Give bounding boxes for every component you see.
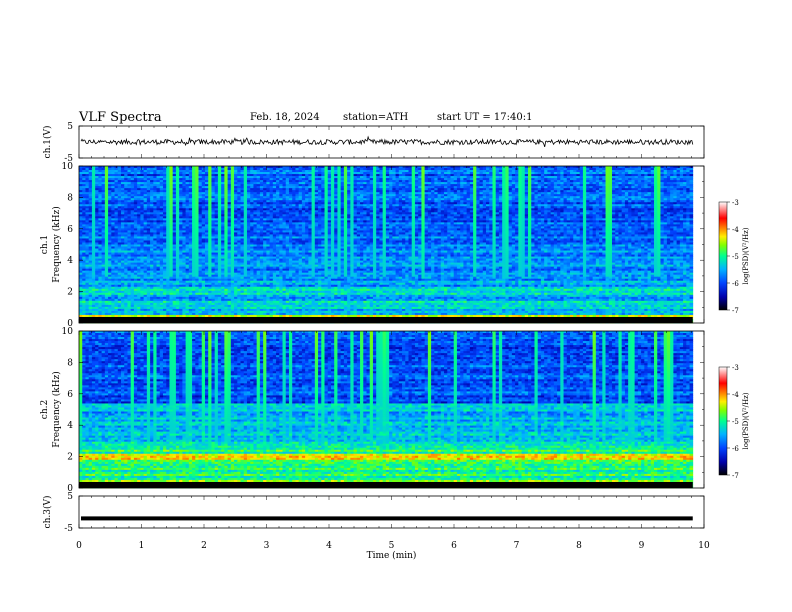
waveform-trace-ch3: [81, 516, 693, 521]
x-tick-label: 2: [201, 541, 207, 551]
x-tick-label: 8: [576, 541, 582, 551]
colorbar-tick-label: -6: [732, 445, 739, 453]
x-tick-label: 10: [698, 541, 710, 551]
colorbar-tick-label: -3: [732, 199, 739, 207]
y-tick-label: 6: [67, 390, 73, 400]
y-tick-label: 0: [67, 319, 73, 329]
y-tick-label: 10: [62, 162, 74, 172]
station-label: station=ATH: [343, 112, 408, 123]
y-tick-label: 4: [67, 421, 73, 431]
y-tick-label: 8: [67, 193, 73, 203]
y-tick-label: 10: [62, 327, 74, 337]
x-tick-label: 6: [451, 541, 457, 551]
y-tick-label: 2: [67, 453, 73, 463]
x-tick-label: 7: [514, 541, 520, 551]
y-tick-label: -5: [64, 154, 73, 164]
colorbar-ch1: [718, 201, 728, 311]
x-axis-label: Time (min): [367, 550, 417, 561]
y-axis-channel-label: ch.2: [40, 400, 50, 419]
date-label: Feb. 18, 2024: [250, 112, 320, 123]
y-tick-label: 6: [67, 225, 73, 235]
x-tick-label: 1: [139, 541, 145, 551]
y-tick-label: -5: [64, 524, 73, 534]
y-tick-label: 5: [67, 122, 73, 132]
colorbar-tick-label: -7: [732, 307, 739, 315]
start-time-label: start UT = 17:40:1: [437, 112, 532, 123]
y-tick-label: 2: [67, 288, 73, 298]
y-tick-label: 8: [67, 358, 73, 368]
colorbar-label: log(PSD)(V²/Hz): [742, 227, 750, 284]
colorbar-tick-label: -4: [732, 226, 739, 234]
colorbar-tick-label: -5: [732, 418, 739, 426]
y-axis-frequency-label: Frequency (kHz): [51, 371, 62, 448]
y-axis-label: ch.3(V): [42, 496, 53, 529]
colorbar-tick-label: -4: [732, 391, 739, 399]
colorbar-tick-label: -5: [732, 253, 739, 261]
spectrogram-image-ch1: [79, 166, 694, 324]
x-tick-label: 5: [389, 541, 395, 551]
spectrogram-image-ch2: [79, 331, 694, 489]
chart-title: VLF Spectra: [79, 110, 162, 125]
colorbar-label: log(PSD)(V²/Hz): [742, 392, 750, 449]
y-axis-channel-label: ch.1: [40, 235, 50, 254]
x-tick-label: 0: [76, 541, 82, 551]
y-tick-label: 0: [67, 484, 73, 494]
x-tick-label: 4: [326, 541, 332, 551]
y-axis-label: ch.1(V): [42, 126, 53, 159]
low-frequency-band-ch2: [79, 482, 693, 488]
waveform-trace-ch1: [80, 135, 694, 148]
y-tick-label: 4: [67, 256, 73, 266]
colorbar-ch2: [718, 366, 728, 476]
colorbar-tick-label: -3: [732, 364, 739, 372]
y-tick-label: 5: [67, 492, 73, 502]
y-axis-frequency-label: Frequency (kHz): [51, 206, 62, 283]
x-tick-label: 3: [264, 541, 270, 551]
low-frequency-band-ch1: [79, 317, 693, 323]
x-tick-label: 9: [639, 541, 645, 551]
colorbar-tick-label: -6: [732, 280, 739, 288]
colorbar-tick-label: -7: [732, 472, 739, 480]
panel-frame-4: [78, 495, 705, 529]
